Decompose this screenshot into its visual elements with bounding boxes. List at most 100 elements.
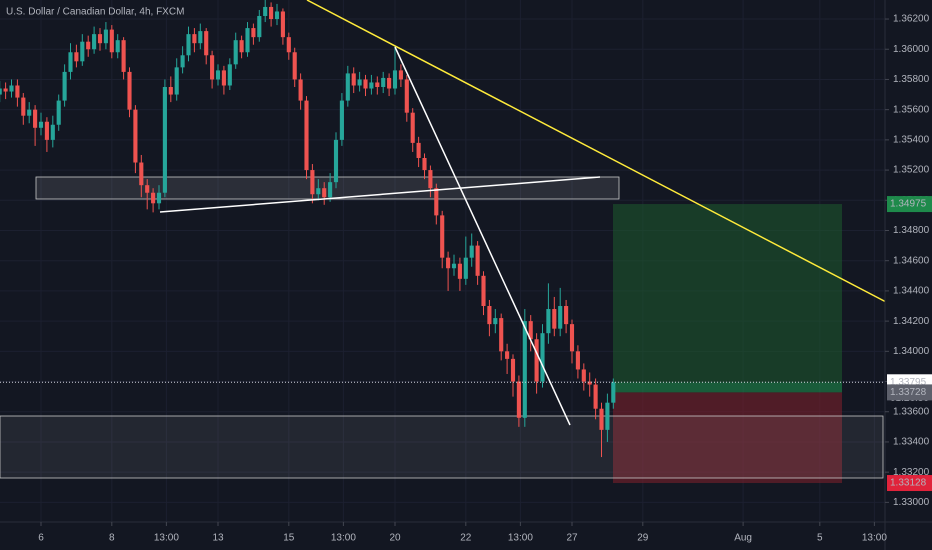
x-tick-label: 6 — [38, 533, 44, 544]
drawings — [159, 0, 888, 426]
candle-body — [115, 40, 120, 53]
candles — [0, 0, 885, 458]
candle-body — [62, 71, 67, 101]
y-tick-label: 1.36200 — [893, 14, 930, 25]
price-label: 1.33795 — [890, 377, 927, 388]
candle-body — [575, 351, 580, 370]
candle-body — [139, 162, 144, 186]
y-tick-label: 1.35200 — [893, 165, 930, 176]
stop-label-bg — [887, 475, 932, 492]
x-tick-label: 13:00 — [508, 533, 533, 544]
y-tick-label: 1.35800 — [893, 74, 930, 85]
candle-body — [68, 52, 73, 72]
candle-body — [611, 382, 616, 403]
candle-body — [103, 29, 108, 44]
profit-zone-open — [613, 382, 842, 393]
support-zone[interactable] — [0, 415, 884, 479]
candle-body — [528, 321, 533, 340]
candle-body — [280, 11, 285, 38]
x-tick-label: 5 — [817, 533, 823, 544]
candle-body — [80, 41, 85, 62]
candle-body — [375, 82, 380, 87]
candle-body — [333, 139, 339, 183]
candle-body — [558, 306, 563, 329]
candle-body — [316, 188, 321, 195]
y-tick-label: 1.35600 — [893, 104, 930, 115]
candle-body — [510, 358, 516, 382]
candle-body — [269, 6, 274, 20]
axes: 1.330001.332001.334001.336001.338001.340… — [38, 14, 932, 544]
candle-body — [564, 306, 569, 325]
y-tick-label: 1.36000 — [893, 44, 930, 55]
candle-body — [398, 70, 403, 80]
candle-body — [322, 188, 327, 198]
x-tick-label: 22 — [460, 533, 472, 544]
candle-body — [552, 309, 557, 329]
candle-body — [304, 100, 309, 171]
profit-zone — [613, 204, 842, 383]
candle-body — [387, 77, 392, 89]
candle-body — [21, 97, 26, 116]
trend-line[interactable] — [306, 0, 888, 303]
candle-body — [156, 192, 162, 204]
candle-body — [274, 11, 280, 20]
candle-body — [522, 321, 527, 418]
trend-line[interactable] — [159, 176, 601, 213]
y-tick-label: 1.35400 — [893, 135, 930, 146]
candle-body — [204, 31, 209, 56]
candle-body — [198, 31, 203, 44]
candle-body — [505, 351, 510, 359]
candle-body — [428, 170, 433, 189]
candle-body — [215, 70, 221, 80]
candle-body — [186, 34, 191, 56]
candle-body — [357, 79, 362, 86]
candle-body — [369, 82, 374, 89]
x-tick-label: 27 — [566, 533, 578, 544]
candle-body — [74, 52, 79, 62]
candle-body — [210, 55, 215, 80]
stop-label: 1.33128 — [890, 478, 927, 489]
candle-body — [469, 245, 474, 258]
candle-body — [192, 34, 197, 44]
candle-body — [56, 100, 61, 125]
candle-body — [239, 40, 244, 53]
y-tick-label: 1.33200 — [893, 467, 930, 478]
x-tick-label: 15 — [283, 533, 295, 544]
x-tick-label: 13:00 — [331, 533, 356, 544]
candle-body — [251, 28, 256, 38]
y-tick-label: 1.34400 — [893, 286, 930, 297]
target-label: 1.34975 — [890, 199, 927, 210]
candle-body — [381, 77, 386, 87]
candle-body — [227, 64, 232, 86]
candle-body — [546, 309, 551, 334]
candle-body — [487, 306, 492, 325]
candle-body — [581, 369, 586, 382]
candle-body — [363, 79, 368, 89]
position-tool[interactable] — [613, 204, 842, 484]
candle-body — [339, 100, 344, 140]
candle-body — [50, 124, 55, 140]
candle-body — [92, 34, 97, 50]
y-tick-label: 1.34800 — [893, 225, 930, 236]
x-tick-label: 13:00 — [154, 533, 179, 544]
candle-body — [180, 55, 185, 68]
candle-body — [310, 170, 315, 195]
resistance-zone[interactable] — [35, 176, 620, 200]
y-tick-label: 1.33600 — [893, 406, 930, 417]
loss-zone — [613, 392, 842, 484]
candle-body — [499, 318, 504, 352]
candle-body — [587, 381, 592, 385]
candle-body — [593, 384, 598, 409]
y-tick-label: 1.33000 — [893, 497, 930, 508]
candle-body — [540, 333, 545, 382]
trend-line[interactable] — [394, 46, 571, 426]
candle-body — [0, 88, 2, 95]
candle-body — [168, 87, 173, 95]
x-tick-label: 13:00 — [862, 533, 887, 544]
candle-body — [263, 6, 268, 17]
candle-body — [38, 121, 44, 128]
candle-body — [221, 70, 226, 86]
candle-body — [446, 257, 451, 269]
x-tick-label: 13 — [212, 533, 224, 544]
